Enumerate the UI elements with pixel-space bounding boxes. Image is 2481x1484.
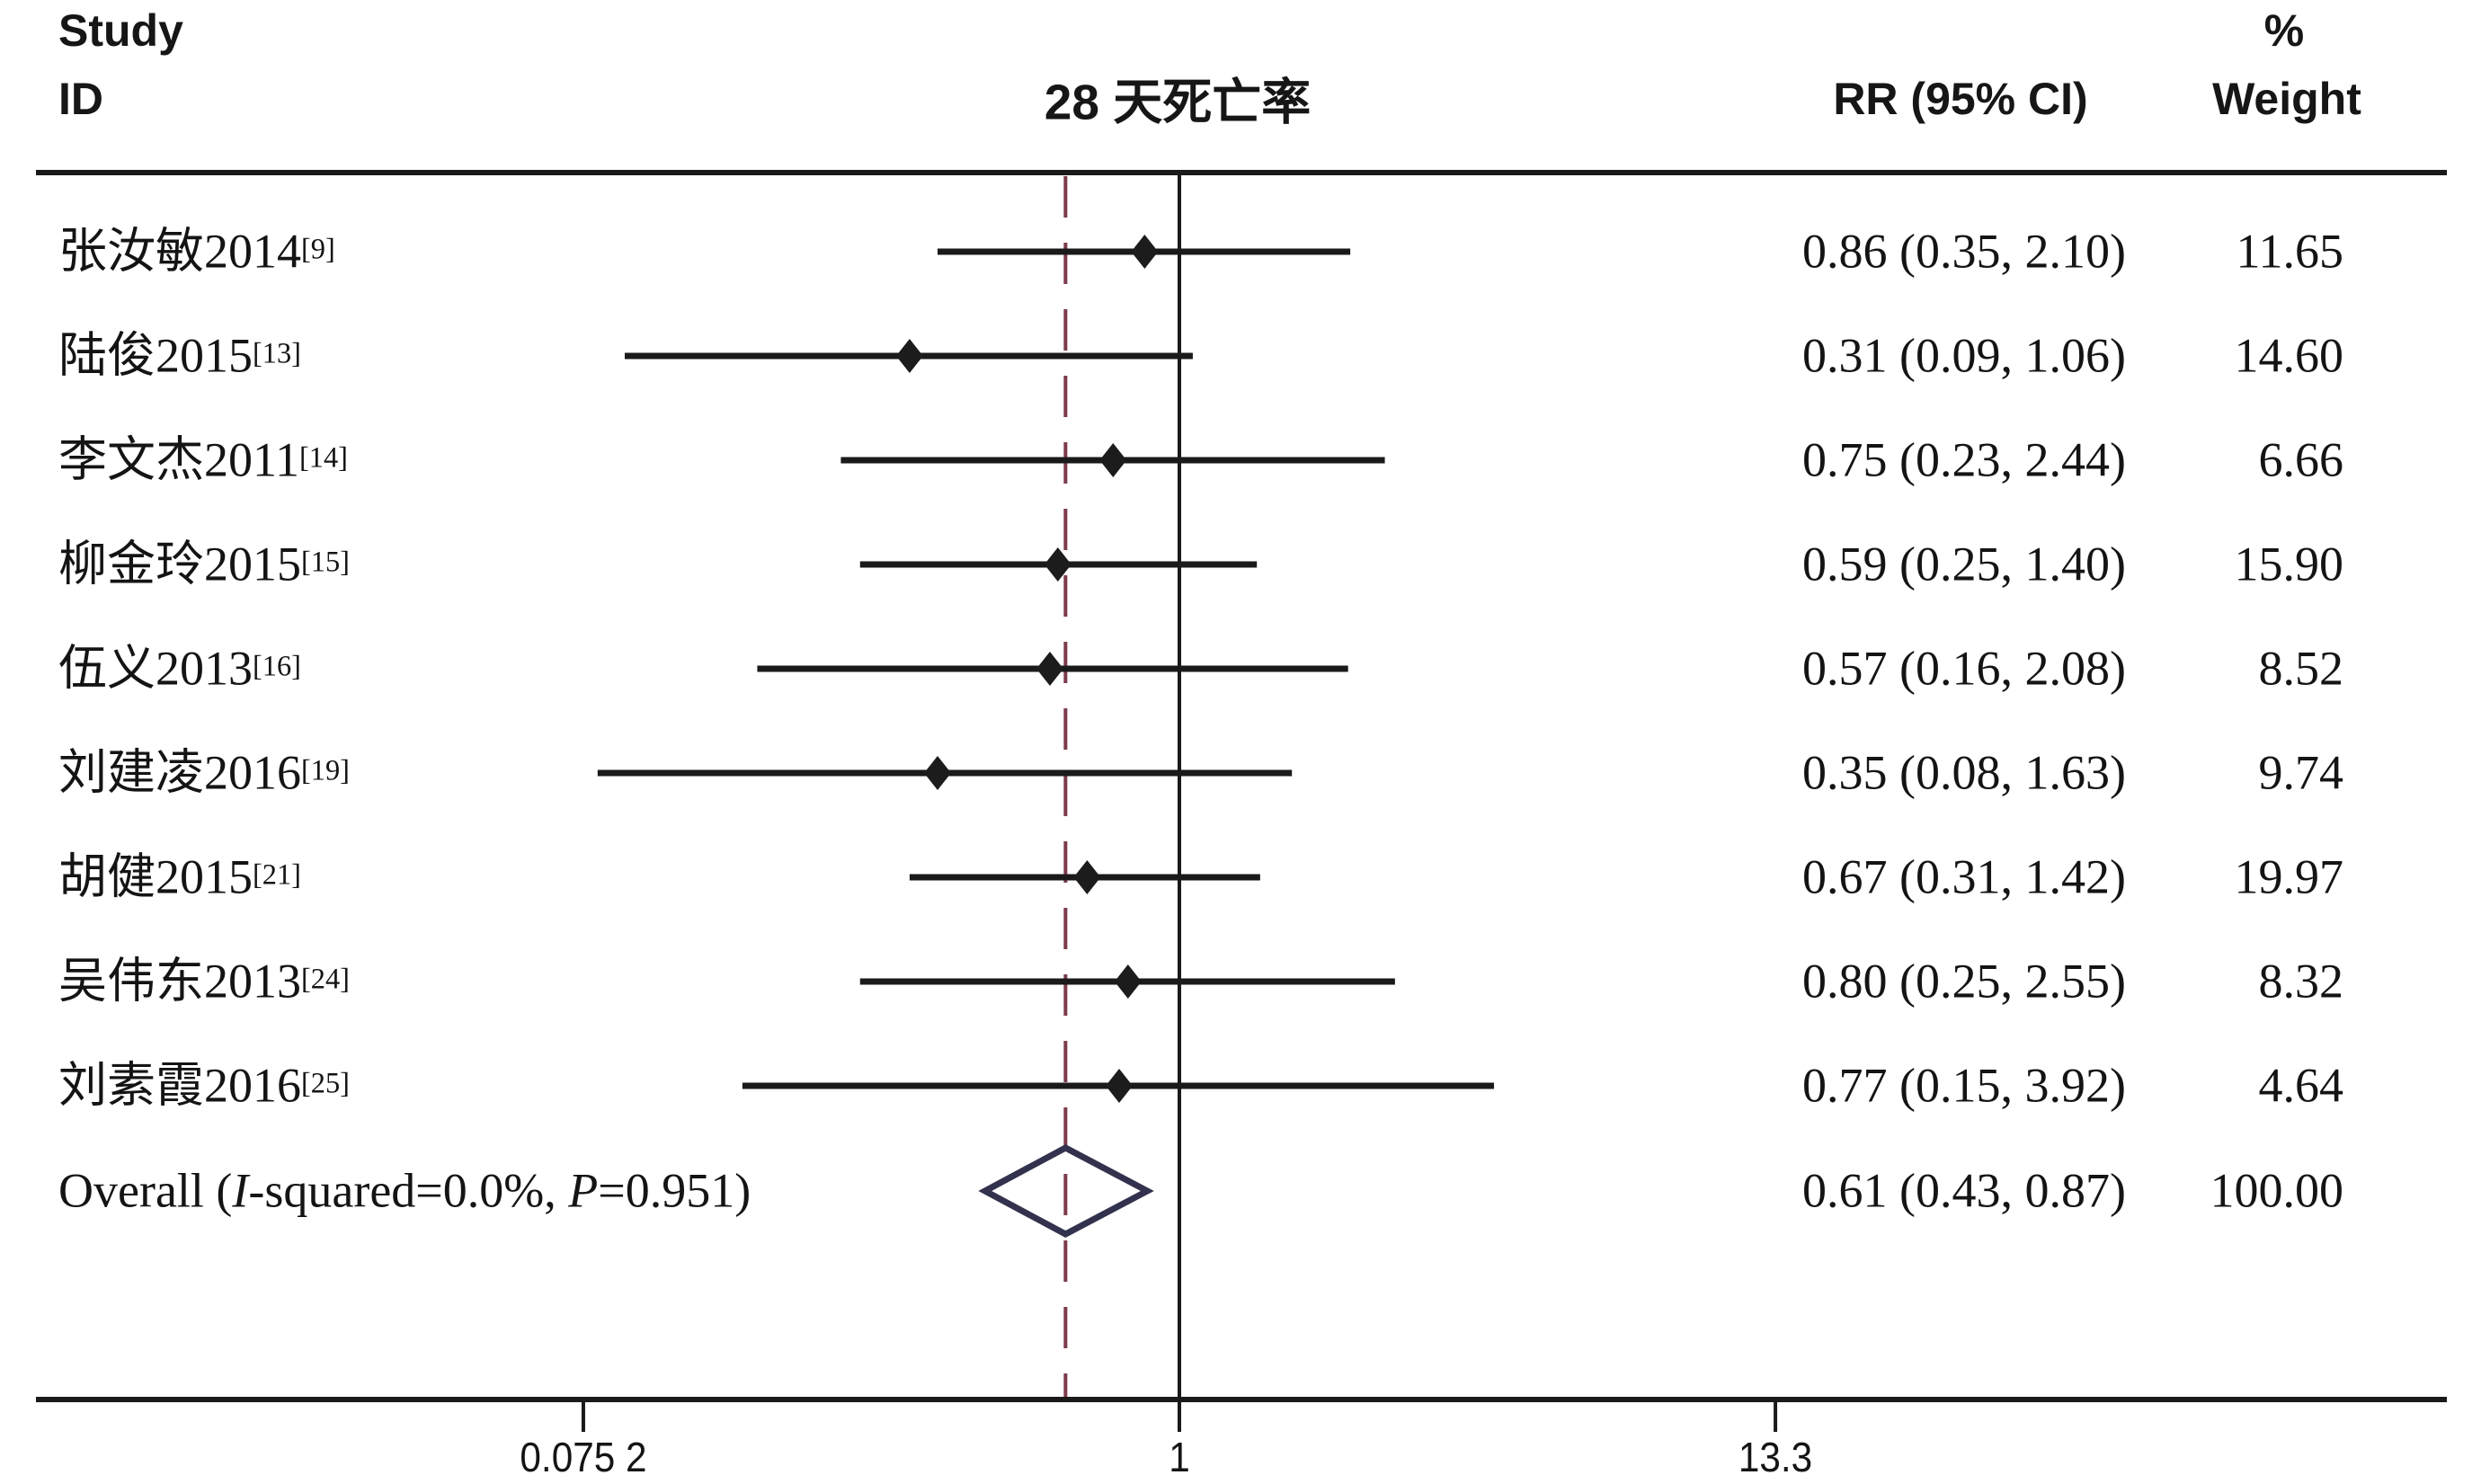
weight-value: 4.64 bbox=[2258, 1058, 2344, 1113]
rr-ci-value: 0.59 (0.25, 1.40) bbox=[1802, 537, 2126, 591]
weight-value: 9.74 bbox=[2258, 745, 2344, 800]
column-header-study: Study bbox=[58, 5, 183, 56]
point-estimate-marker bbox=[924, 756, 952, 790]
study-label: 陆俊2015[13] bbox=[58, 328, 301, 383]
point-estimate-marker bbox=[1036, 652, 1063, 686]
rr-ci-value: 0.80 (0.25, 2.55) bbox=[1802, 954, 2126, 1009]
study-label: 李文杰2011[14] bbox=[58, 432, 348, 487]
point-estimate-marker bbox=[1073, 860, 1101, 894]
study-label: 吴伟东2013[24] bbox=[58, 954, 350, 1009]
study-label: 胡健2015[21] bbox=[58, 849, 301, 904]
weight-value: 8.52 bbox=[2258, 641, 2344, 696]
study-label: 刘建凌2016[19] bbox=[58, 745, 350, 800]
axis-tick-label: 1 bbox=[1169, 1434, 1190, 1480]
plot-axis-title: 28 天死亡率 bbox=[1044, 74, 1312, 130]
point-estimate-marker bbox=[1131, 235, 1159, 269]
rr-ci-value: 0.75 (0.23, 2.44) bbox=[1802, 432, 2126, 487]
column-header-rr-ci: RR (95% CI) bbox=[1833, 74, 2088, 124]
point-estimate-marker bbox=[895, 339, 923, 373]
rr-ci-value: 0.57 (0.16, 2.08) bbox=[1802, 641, 2126, 696]
point-estimate-marker bbox=[1044, 547, 1072, 582]
overall-weight-value: 100.00 bbox=[2210, 1163, 2344, 1218]
column-header-weight: Weight bbox=[2212, 74, 2361, 124]
overall-diamond bbox=[978, 1144, 1154, 1238]
study-label: 柳金玲2015[15] bbox=[58, 537, 350, 591]
rr-ci-value: 0.77 (0.15, 3.92) bbox=[1802, 1058, 2126, 1113]
point-estimate-marker bbox=[1099, 443, 1127, 477]
study-label: 刘素霞2016[25] bbox=[58, 1058, 350, 1113]
rr-ci-value: 0.35 (0.08, 1.63) bbox=[1802, 745, 2126, 800]
study-label: 伍义2013[16] bbox=[58, 641, 301, 696]
rr-ci-value: 0.86 (0.35, 2.10) bbox=[1802, 224, 2126, 279]
column-header-id: ID bbox=[58, 74, 103, 124]
axis-tick-label: 13.3 bbox=[1738, 1434, 1813, 1480]
overall-label: Overall (I-squared=0.0%, P=0.951) bbox=[58, 1163, 751, 1218]
weight-value: 8.32 bbox=[2258, 954, 2344, 1009]
weight-value: 11.65 bbox=[2236, 224, 2344, 279]
column-header-percent: % bbox=[2263, 5, 2305, 56]
overall-rr-ci-value: 0.61 (0.43, 0.87) bbox=[1802, 1163, 2126, 1218]
rr-ci-value: 0.31 (0.09, 1.06) bbox=[1802, 328, 2126, 383]
weight-value: 15.90 bbox=[2234, 537, 2344, 591]
weight-value: 6.66 bbox=[2258, 432, 2344, 487]
weight-value: 19.97 bbox=[2234, 849, 2344, 904]
point-estimate-marker bbox=[1106, 1069, 1134, 1103]
axis-tick-label: 0.075 2 bbox=[520, 1434, 647, 1480]
weight-value: 14.60 bbox=[2234, 328, 2344, 383]
rr-ci-value: 0.67 (0.31, 1.42) bbox=[1802, 849, 2126, 904]
study-label: 张汝敏2014[9] bbox=[58, 224, 335, 279]
point-estimate-marker bbox=[1114, 964, 1142, 999]
